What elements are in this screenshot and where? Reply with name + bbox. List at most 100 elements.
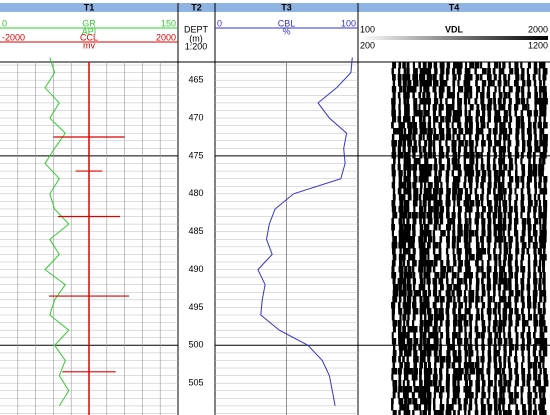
vdl-stripe — [397, 152, 404, 159]
vdl-stripe — [392, 392, 396, 399]
vdl-stripe — [541, 320, 546, 327]
vdl-stripe — [412, 164, 418, 171]
vdl-stripe — [499, 122, 503, 129]
vdl-stripe — [392, 296, 398, 303]
vdl-stripe — [464, 260, 470, 267]
vdl-stripe — [432, 236, 436, 243]
vdl-stripe — [419, 188, 423, 195]
vdl-stripe — [539, 128, 544, 135]
vdl-stripe — [499, 386, 505, 393]
vdl-stripe — [468, 266, 471, 273]
vdl-stripe — [542, 314, 545, 321]
vdl-stripe — [520, 176, 525, 183]
vdl-stripe — [424, 374, 429, 381]
vdl-stripe — [464, 86, 470, 93]
vdl-stripe — [392, 176, 396, 183]
vdl-stripe — [407, 122, 413, 129]
vdl-stripe — [543, 272, 546, 279]
vdl-stripe — [520, 392, 523, 399]
vdl-stripe — [481, 242, 484, 249]
vdl-stripe — [522, 104, 528, 111]
vdl-stripe — [463, 164, 469, 171]
vdl-stripe — [457, 380, 460, 387]
vdl-stripe — [533, 368, 538, 375]
vdl-stripe — [487, 254, 492, 261]
vdl-stripe — [480, 314, 484, 321]
vdl-stripe — [543, 194, 546, 201]
vdl-stripe — [538, 170, 543, 177]
vdl-stripe — [423, 266, 426, 273]
vdl-stripe — [418, 266, 424, 273]
vdl-stripe — [508, 86, 513, 93]
vdl-stripe — [402, 278, 407, 285]
vdl-stripe — [467, 410, 471, 415]
vdl-stripe — [476, 356, 480, 363]
vdl-stripe — [423, 344, 429, 351]
vdl-stripe — [520, 152, 524, 159]
vdl-stripe — [457, 188, 463, 195]
vdl-stripe — [515, 140, 520, 147]
vdl-stripe — [422, 290, 428, 297]
vdl-stripe — [422, 254, 427, 261]
vdl-stripe — [412, 380, 416, 387]
vdl-stripe — [398, 266, 404, 273]
vdl-stripe — [427, 194, 434, 201]
vdl-stripe — [522, 356, 525, 363]
vdl-stripe — [503, 284, 508, 291]
vdl-stripe — [527, 362, 533, 369]
vdl-stripe — [499, 266, 504, 273]
vdl-stripe — [398, 236, 405, 243]
vdl-stripe — [527, 302, 532, 309]
vdl-stripe — [514, 296, 519, 303]
vdl-stripe — [497, 230, 503, 237]
vdl-stripe — [543, 368, 547, 375]
vdl-stripe — [412, 230, 416, 237]
vdl-stripe — [539, 224, 542, 231]
vdl-stripe — [446, 314, 450, 321]
vdl-stripe — [413, 368, 418, 375]
vdl-stripe — [464, 332, 467, 339]
vdl-stripe — [422, 218, 426, 225]
vdl-stripe — [426, 212, 433, 219]
vdl-stripe — [412, 200, 418, 207]
vdl-stripe — [481, 140, 486, 147]
vdl-stripe — [391, 182, 396, 189]
vdl-stripe — [413, 344, 417, 351]
vdl-stripe — [438, 86, 445, 93]
vdl-stripe — [468, 332, 472, 339]
vdl-stripe — [508, 158, 513, 165]
vdl-stripe — [508, 104, 512, 111]
vdl-stripe — [406, 386, 413, 393]
vdl-stripe — [537, 308, 542, 315]
vdl-stripe — [457, 152, 461, 159]
vdl-stripe — [542, 290, 547, 297]
vdl-stripe — [452, 110, 459, 117]
vdl-stripe — [445, 302, 450, 309]
vdl-stripe — [514, 152, 520, 159]
vdl-stripe — [407, 326, 414, 333]
vdl-stripe — [422, 410, 427, 415]
vdl-stripe — [433, 350, 438, 357]
vdl-stripe — [486, 236, 492, 243]
depth-tick-label: 500 — [188, 340, 203, 350]
vdl-stripe — [539, 326, 543, 333]
vdl-stripe — [464, 194, 470, 201]
vdl-stripe — [502, 410, 508, 415]
vdl-stripe — [527, 314, 533, 321]
vdl-stripe — [402, 404, 407, 411]
vdl-stripe — [480, 152, 483, 159]
vdl-stripe — [398, 338, 404, 345]
vdl-stripe — [503, 362, 506, 369]
vdl-stripe — [475, 128, 481, 135]
vdl-stripe — [446, 146, 450, 153]
vdl-stripe — [406, 302, 411, 309]
vdl-stripe — [424, 140, 428, 147]
vdl-stripe — [398, 98, 401, 105]
vdl-stripe — [463, 182, 467, 189]
vdl-stripe — [520, 74, 525, 81]
vdl-stripe — [498, 236, 504, 243]
vdl-stripe — [493, 320, 498, 327]
vdl-stripe — [503, 272, 507, 279]
vdl-stripe — [486, 92, 491, 99]
vdl-stripe — [498, 398, 504, 405]
